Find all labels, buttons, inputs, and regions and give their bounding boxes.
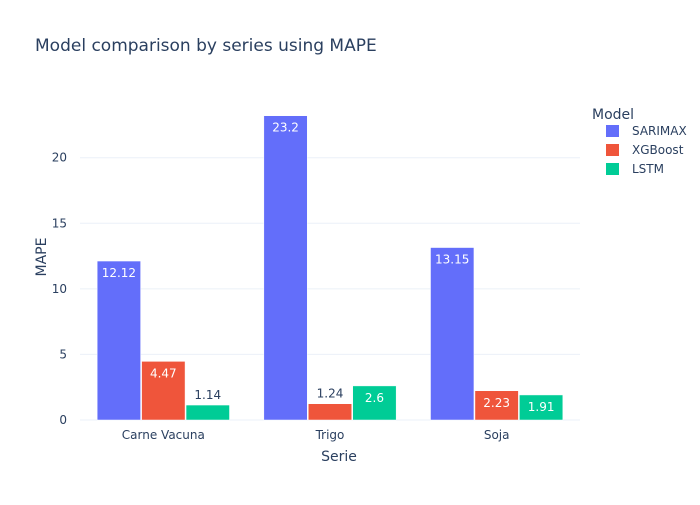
data-label: 2.23 bbox=[483, 396, 510, 410]
legend-label: SARIMAX bbox=[632, 124, 687, 138]
y-tick-label: 15 bbox=[52, 216, 67, 230]
bar bbox=[263, 115, 308, 421]
data-label: 23.2 bbox=[272, 121, 299, 135]
data-labels: 12.12 4.47 1.14 23.2 1.24 2.6 13.15 2.23 1.91 bbox=[102, 121, 555, 414]
legend-swatch bbox=[606, 125, 619, 137]
data-label: 1.24 bbox=[317, 387, 344, 401]
data-label: 12.12 bbox=[102, 266, 136, 280]
data-label: 4.47 bbox=[150, 366, 177, 380]
bar bbox=[519, 394, 564, 421]
data-label: 1.91 bbox=[528, 400, 555, 414]
legend-title: Model bbox=[592, 107, 634, 123]
y-tick-label: 20 bbox=[52, 151, 67, 165]
legend-swatch bbox=[606, 144, 619, 156]
bar bbox=[352, 385, 397, 421]
y-axis-title: MAPE bbox=[34, 238, 50, 277]
x-tick-label: Carne Vacuna bbox=[122, 428, 205, 442]
data-label: 1.14 bbox=[194, 388, 221, 402]
legend-swatch bbox=[606, 163, 619, 175]
x-axis-ticks: Carne Vacuna Trigo Soja bbox=[122, 428, 510, 442]
x-tick-label: Trigo bbox=[315, 428, 345, 442]
x-axis-title: Serie bbox=[321, 449, 357, 465]
bar bbox=[185, 404, 230, 421]
bar bbox=[96, 260, 141, 421]
data-label: 2.6 bbox=[365, 391, 384, 405]
y-axis-ticks: 0 5 10 15 20 bbox=[52, 151, 67, 427]
bar bbox=[308, 403, 352, 421]
y-tick-label: 10 bbox=[52, 282, 67, 296]
bars bbox=[96, 115, 564, 421]
y-tick-label: 0 bbox=[59, 413, 67, 427]
bar bbox=[141, 361, 186, 421]
x-tick-label: Soja bbox=[484, 428, 510, 442]
legend: Model SARIMAX XGBoost LSTM bbox=[592, 107, 687, 176]
bar bbox=[430, 247, 475, 421]
legend-label: LSTM bbox=[632, 162, 664, 176]
y-tick-label: 5 bbox=[59, 347, 67, 361]
bar bbox=[474, 390, 519, 421]
legend-label: XGBoost bbox=[632, 143, 684, 157]
data-label: 13.15 bbox=[435, 253, 469, 267]
chart-title: Model comparison by series using MAPE bbox=[35, 36, 377, 56]
